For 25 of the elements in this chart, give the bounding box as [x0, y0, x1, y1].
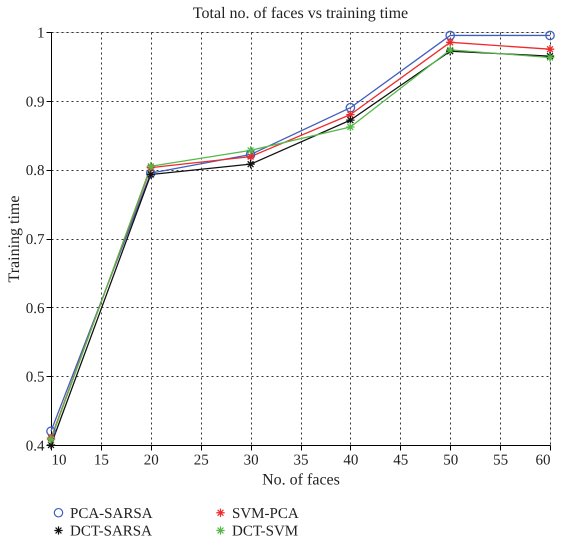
x-tick-label: 30: [244, 452, 259, 468]
x-tick-label: 10: [52, 452, 66, 468]
y-tick-label: 1: [37, 26, 44, 42]
legend-label: SVM-PCA: [232, 506, 299, 522]
x-tick-label: 35: [294, 452, 308, 468]
x-tick-label: 15: [94, 452, 109, 468]
y-tick-label: 0.5: [26, 370, 44, 386]
y-tick-label: 0.4: [26, 438, 45, 454]
x-tick-label: 55: [493, 452, 508, 468]
x-tick-label: 50: [443, 452, 458, 468]
x-tick-label: 25: [194, 452, 209, 468]
x-tick-label: 40: [343, 452, 358, 468]
x-tick-label: 20: [144, 452, 159, 468]
y-tick-label: 0.6: [26, 300, 45, 317]
y-tick-label: 0.7: [26, 232, 45, 248]
x-tick-label: 60: [536, 452, 550, 468]
x-tick-label: 45: [393, 452, 408, 468]
legend-label: DCT-SVM: [232, 524, 298, 540]
y-tick-label: 0.8: [26, 163, 44, 180]
y-axis-title: Training time: [6, 196, 23, 282]
legend-label: DCT-SARSA: [70, 524, 152, 540]
y-tick-label: 0.9: [26, 94, 44, 110]
chart-title: Total no. of faces vs training time: [192, 5, 408, 22]
x-axis-title: No. of faces: [262, 472, 340, 488]
legend-label: PCA-SARSA: [70, 506, 153, 522]
